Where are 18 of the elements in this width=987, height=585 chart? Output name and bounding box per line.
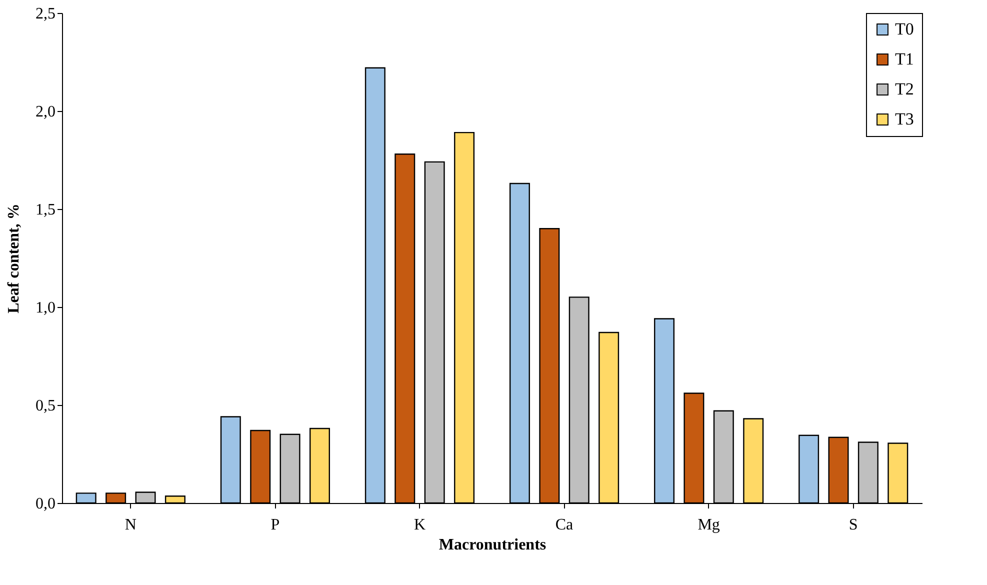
x-tick-label: K xyxy=(414,516,426,534)
x-tick-label: Ca xyxy=(555,516,574,534)
y-axis-title: Leaf content, % xyxy=(6,204,22,314)
legend-label: T3 xyxy=(895,110,914,128)
x-tick-label: Mg xyxy=(698,516,720,534)
y-tick-label: 0,5 xyxy=(36,398,56,414)
y-tick-label: 2,5 xyxy=(36,6,56,22)
y-tick-label: 1,5 xyxy=(36,202,56,218)
legend-label: T1 xyxy=(895,50,914,68)
y-tick-label: 2,0 xyxy=(36,104,56,120)
x-tick-label: S xyxy=(848,516,858,534)
x-axis-title: Macronutrients xyxy=(438,536,546,554)
y-tick-label: 0,0 xyxy=(36,496,56,512)
legend-label: T0 xyxy=(895,20,914,38)
y-tick-label: 1,0 xyxy=(36,300,56,316)
x-tick-label: N xyxy=(124,516,137,534)
legend-label: T2 xyxy=(895,80,914,98)
x-tick-label: P xyxy=(270,516,280,534)
